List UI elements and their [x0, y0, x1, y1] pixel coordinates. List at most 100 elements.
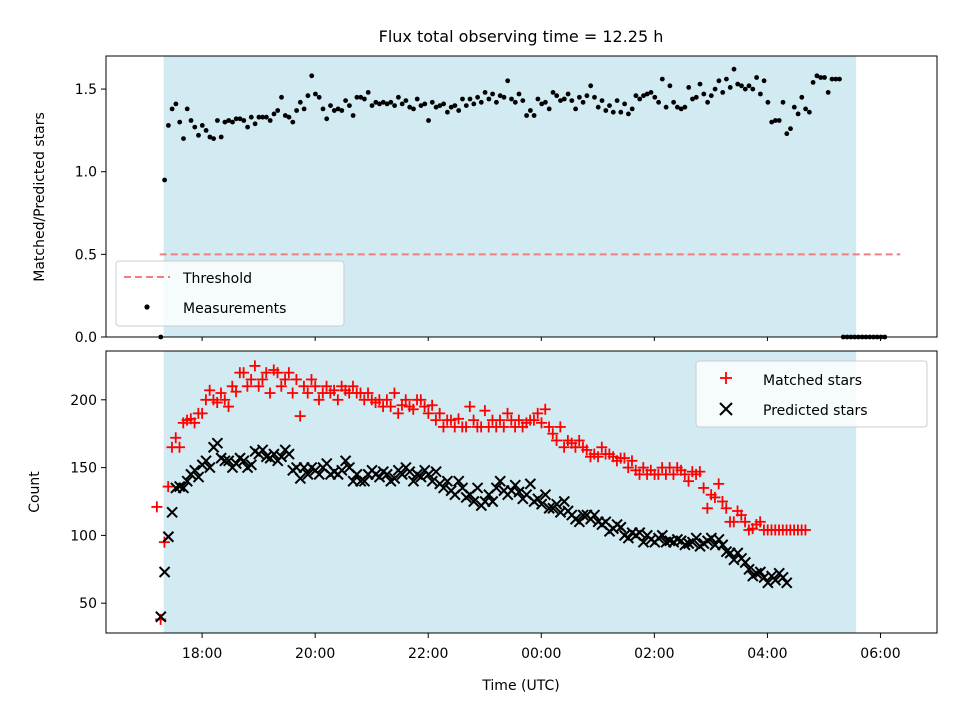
- measurement-point: [622, 101, 627, 107]
- matched-star-point: [434, 407, 446, 419]
- measurement-point: [799, 94, 805, 100]
- predicted-star-point: [532, 493, 544, 505]
- measurement-point: [203, 127, 209, 133]
- measurement-point: [644, 91, 650, 97]
- measurement-point: [245, 124, 251, 130]
- predicted-star-point: [339, 455, 352, 467]
- predicted-star-point: [211, 437, 224, 449]
- matched-star-point: [453, 413, 465, 425]
- predicted-star-point: [543, 502, 555, 514]
- measurement-point: [769, 119, 775, 125]
- predicted-star-point: [192, 471, 205, 483]
- matched-star-point: [716, 495, 728, 507]
- matched-star-point: [502, 407, 514, 419]
- predicted-star-point: [437, 482, 450, 494]
- matched-star-point: [174, 441, 186, 453]
- legend-matched-label: Matched stars: [763, 373, 862, 389]
- predicted-star-point: [754, 566, 767, 578]
- matched-star-point: [539, 403, 551, 415]
- matched-star-point: [468, 414, 480, 426]
- predicted-star-point: [769, 574, 782, 586]
- y-tick-label: 1.0: [75, 165, 97, 181]
- matched-star-point: [407, 403, 419, 415]
- measurement-point: [626, 111, 631, 117]
- measurement-point: [365, 90, 371, 95]
- measurement-point: [837, 76, 842, 82]
- matched-star-point: [679, 468, 691, 480]
- measurement-point: [705, 99, 710, 105]
- measurement-point: [377, 101, 382, 107]
- measurement-point: [452, 103, 458, 108]
- predicted-star-point: [732, 547, 744, 559]
- matched-star-point: [400, 394, 412, 406]
- matched-star-point: [709, 491, 721, 503]
- predicted-star-point: [509, 479, 521, 491]
- matched-star-point: [215, 387, 227, 399]
- matched-star-point: [230, 386, 242, 398]
- matched-star-point: [321, 380, 333, 392]
- matched-star-point: [513, 414, 525, 426]
- measurement-point: [392, 103, 397, 108]
- matched-star-point: [294, 410, 306, 422]
- measurement-point: [641, 93, 646, 99]
- matched-star-point: [260, 367, 272, 379]
- measurement-point: [494, 99, 499, 105]
- matched-star-point: [305, 373, 317, 385]
- measurement-point: [294, 108, 299, 113]
- measurement-point: [196, 132, 201, 138]
- predicted-star-point: [750, 567, 763, 580]
- measurement-point: [316, 94, 322, 100]
- matched-star-point: [694, 466, 706, 478]
- matched-star-point: [464, 401, 476, 413]
- measurement-point: [456, 108, 462, 113]
- predicted-star-point: [415, 471, 427, 483]
- top-axes-frame: [105, 55, 938, 338]
- matched-star-point: [683, 475, 695, 487]
- bottom-y-axis-label: Count: [27, 471, 43, 513]
- matched-star-point: [494, 414, 506, 426]
- measurement-point: [433, 104, 439, 110]
- measurement-point: [637, 96, 643, 102]
- predicted-star-point: [713, 533, 725, 546]
- measurement-point: [486, 96, 492, 102]
- measurement-point: [328, 103, 333, 108]
- predicted-star-point: [781, 577, 793, 589]
- measurement-point: [218, 134, 224, 140]
- measurement-point: [739, 83, 744, 89]
- measurement-point: [301, 106, 307, 112]
- measurement-point: [833, 76, 839, 82]
- measurement-point: [784, 131, 790, 137]
- predicted-star-point: [381, 468, 393, 481]
- measurement-point: [384, 101, 390, 107]
- measurement-point: [577, 94, 582, 100]
- matched-star-point: [626, 455, 638, 467]
- matched-stars-series: [151, 360, 811, 625]
- predicted-star-point: [453, 475, 465, 487]
- measurement-point: [803, 106, 808, 112]
- predicted-star-point: [671, 533, 684, 546]
- legend-predicted-swatch: [719, 402, 733, 416]
- measurement-point: [524, 113, 529, 118]
- measurement-point: [746, 83, 752, 89]
- predicted-star-point: [200, 455, 212, 467]
- matched-star-point: [381, 394, 393, 406]
- measurement-point: [233, 116, 239, 122]
- measurement-point: [241, 118, 247, 123]
- matched-star-point: [238, 367, 250, 379]
- predicted-star-point: [336, 464, 348, 477]
- matched-star-point: [388, 387, 400, 399]
- measurement-point: [539, 101, 545, 107]
- y-tick-label: 0.0: [75, 330, 97, 346]
- measurement-point: [192, 124, 198, 130]
- predicted-star-point: [777, 571, 789, 584]
- matched-star-point: [728, 516, 740, 528]
- matched-star-point: [532, 407, 544, 419]
- matched-star-point: [558, 441, 570, 453]
- measurement-point: [286, 114, 292, 120]
- predicted-star-point: [622, 532, 635, 544]
- measurement-point: [475, 94, 480, 100]
- measurement-point: [531, 113, 537, 118]
- predicted-star-point: [204, 461, 216, 474]
- matched-star-point: [713, 478, 725, 490]
- top-y-axis-label: Matched/Predicted stars: [32, 112, 48, 282]
